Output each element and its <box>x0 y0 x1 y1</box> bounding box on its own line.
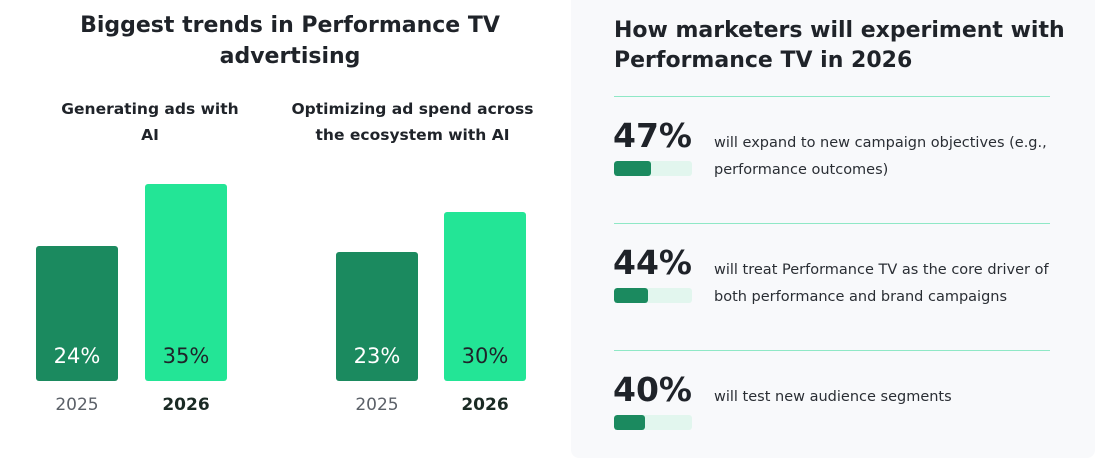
bar-value-label: 30% <box>461 344 509 368</box>
chart-2-title: Optimizing ad spend across the ecosystem… <box>291 100 534 144</box>
stat-progress-fill <box>614 288 649 303</box>
stat-description: will treat Performance TV as the core dr… <box>714 262 1049 305</box>
bar-2025 <box>36 245 118 381</box>
bar-value-label: 23% <box>353 344 401 368</box>
year-label: 2026 <box>461 395 509 415</box>
stat-progress-fill <box>614 161 651 176</box>
divider <box>614 350 1050 351</box>
experiment-panel <box>571 0 1095 458</box>
bar-2025 <box>336 251 418 381</box>
divider <box>614 223 1050 224</box>
bar-value-label: 24% <box>53 344 101 368</box>
stat-description: will expand to new campaign objectives (… <box>714 135 1047 178</box>
stat-progress-bar <box>614 288 692 303</box>
stat-percent: 47% <box>613 116 692 155</box>
bar-2026 <box>145 183 227 381</box>
year-label: 2025 <box>55 395 99 415</box>
bar-2026 <box>444 212 526 381</box>
stat-progress-bar <box>614 415 692 430</box>
year-label: 2026 <box>162 395 210 415</box>
stat-percent: 44% <box>613 243 692 282</box>
stat-progress-fill <box>614 415 646 430</box>
stat-progress-bar <box>614 161 692 176</box>
left-title: Biggest trends in Performance TV adverti… <box>80 13 500 69</box>
stat-percent: 40% <box>613 370 692 409</box>
divider <box>614 96 1050 97</box>
stat-description: will test new audience segments <box>714 389 952 405</box>
chart-1-title: Generating ads with AI <box>61 100 239 144</box>
bar-value-label: 35% <box>162 344 210 368</box>
year-label: 2025 <box>355 395 399 415</box>
right-title: How marketers will experiment with Perfo… <box>614 18 1065 73</box>
